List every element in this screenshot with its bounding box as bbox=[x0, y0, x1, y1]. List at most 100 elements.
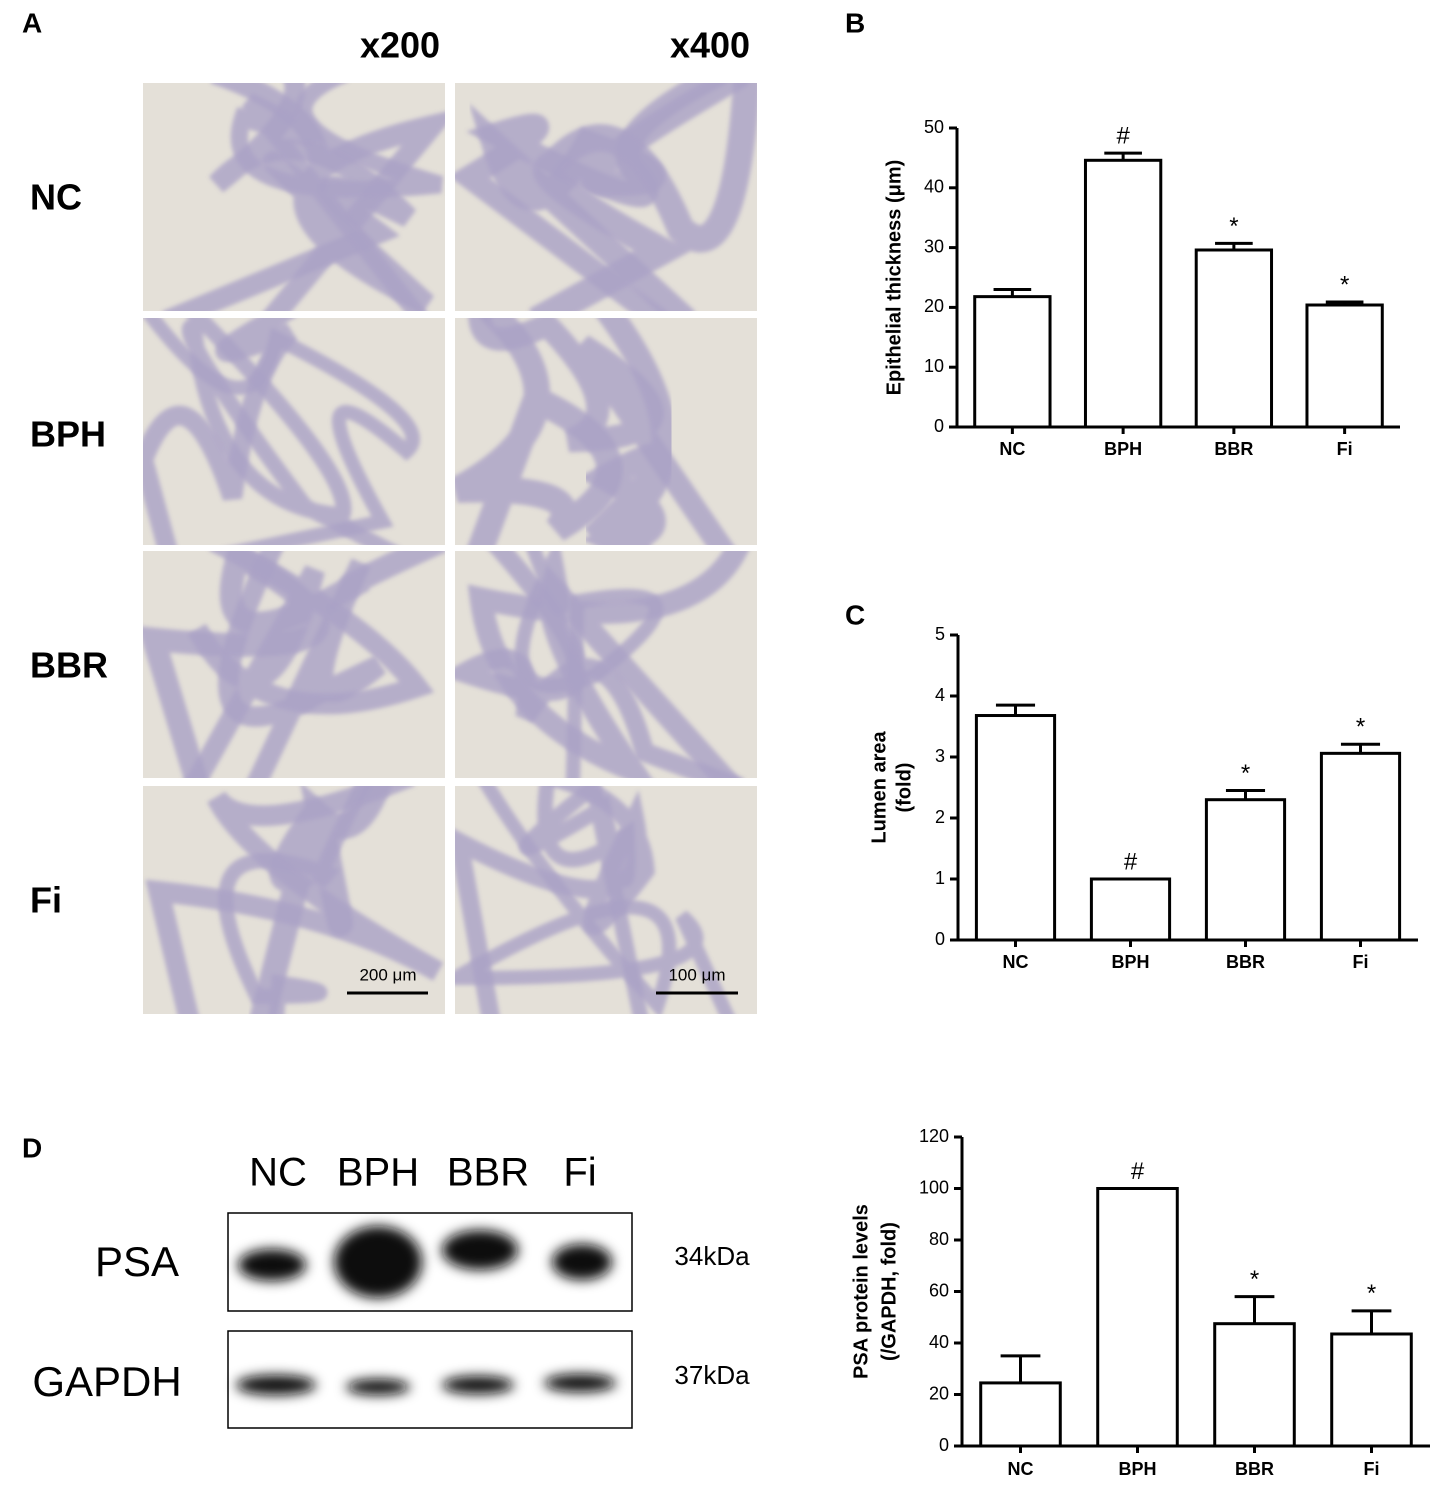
size-label: 37kDa bbox=[674, 1360, 750, 1390]
x-tick-label: BBR bbox=[1235, 1459, 1274, 1479]
y-tick-label: 4 bbox=[935, 685, 945, 705]
lane-label: BBR bbox=[447, 1151, 529, 1195]
panel-label: B bbox=[845, 7, 865, 38]
x-tick-label: BPH bbox=[1118, 1459, 1156, 1479]
magnification: x400 bbox=[670, 25, 750, 66]
annotation: * bbox=[1229, 213, 1238, 240]
x-tick-label: BPH bbox=[1104, 439, 1142, 459]
bar-chart: 0 1 2 3 4 5 NC BPH BBR Fi Lumen area (fold) # * * bbox=[868, 624, 1418, 972]
epithelium bbox=[467, 551, 749, 778]
y-tick-label: 0 bbox=[939, 1435, 949, 1455]
y-tick-label: 2 bbox=[935, 807, 945, 827]
y-tick-label: 40 bbox=[924, 177, 944, 197]
y-tick-label: 60 bbox=[929, 1280, 949, 1300]
epithelium bbox=[578, 318, 677, 545]
y-axis-label: (fold) bbox=[893, 763, 915, 813]
micrograph bbox=[455, 786, 757, 1014]
bar-chart: 0 10 20 30 40 50 NC BPH BBR Fi Epithelial thicknes… bbox=[883, 117, 1400, 459]
tissue bbox=[455, 318, 734, 545]
annotation: * bbox=[1367, 1280, 1376, 1307]
bar bbox=[1213, 1322, 1296, 1448]
y-tick-label: 80 bbox=[929, 1229, 949, 1249]
x-tick-label: NC bbox=[999, 439, 1025, 459]
tissue bbox=[145, 786, 444, 1014]
annotation: # bbox=[1116, 122, 1130, 149]
epithelium bbox=[218, 786, 371, 1014]
bar bbox=[979, 1381, 1062, 1448]
group-label: BBR bbox=[30, 645, 108, 686]
micrograph bbox=[143, 83, 445, 311]
panel-label: C bbox=[845, 599, 865, 630]
annotation: * bbox=[1250, 1266, 1259, 1293]
tissue bbox=[162, 83, 445, 311]
lane-label: Fi bbox=[563, 1151, 596, 1195]
y-tick-label: 20 bbox=[924, 296, 944, 316]
protein-label: GAPDH bbox=[32, 1358, 181, 1405]
annotation: * bbox=[1356, 714, 1365, 741]
group-label: BPH bbox=[30, 414, 106, 455]
epithelium bbox=[143, 318, 298, 545]
lane-label: BPH bbox=[337, 1151, 419, 1195]
y-axis-label: Epithelial thickness (μm) bbox=[883, 160, 905, 396]
y-tick-label: 40 bbox=[929, 1332, 949, 1352]
tissue bbox=[143, 318, 420, 545]
y-tick-label: 100 bbox=[919, 1177, 949, 1197]
tissue bbox=[455, 786, 735, 1014]
size-label: 34kDa bbox=[674, 1241, 750, 1271]
y-axis-label: (/GAPDH, fold) bbox=[878, 1222, 900, 1361]
bar bbox=[1096, 1187, 1179, 1448]
annotation: # bbox=[1131, 1158, 1145, 1185]
annotation: * bbox=[1241, 760, 1250, 787]
y-tick-label: 120 bbox=[919, 1126, 949, 1146]
bar bbox=[1305, 303, 1384, 429]
bar bbox=[973, 295, 1052, 429]
histology-images bbox=[143, 83, 757, 1014]
micrograph bbox=[455, 83, 757, 311]
x-tick-label: Fi bbox=[1364, 1459, 1380, 1479]
panel-label: D bbox=[22, 1132, 42, 1163]
bar bbox=[1083, 158, 1163, 429]
panel-label: A bbox=[22, 7, 42, 38]
y-tick-label: 20 bbox=[929, 1383, 949, 1403]
y-tick-label: 1 bbox=[935, 868, 945, 888]
epithelium bbox=[185, 551, 435, 778]
micrograph bbox=[455, 551, 757, 778]
epithelium bbox=[455, 786, 655, 1014]
lane-label: NC bbox=[249, 1151, 307, 1195]
bar-chart: 0 20 40 60 80 100 120 NC BPH BBR Fi PSA protein lev… bbox=[850, 1126, 1430, 1479]
micrograph bbox=[143, 318, 445, 545]
bar bbox=[1204, 798, 1287, 942]
x-tick-label: Fi bbox=[1353, 952, 1369, 972]
x-tick-label: NC bbox=[1003, 952, 1029, 972]
tissue bbox=[455, 83, 757, 311]
scale-bar-label: 200 μm bbox=[359, 965, 416, 984]
tissue bbox=[455, 551, 749, 778]
epithelium bbox=[455, 318, 623, 545]
annotation: * bbox=[1340, 271, 1349, 298]
y-axis-label: PSA protein levels bbox=[850, 1204, 872, 1379]
group-label: Fi bbox=[30, 880, 62, 921]
y-tick-label: 50 bbox=[924, 117, 944, 137]
bar bbox=[974, 714, 1057, 942]
bar bbox=[1319, 751, 1402, 942]
tissue bbox=[143, 551, 445, 778]
bar bbox=[1330, 1332, 1413, 1448]
y-axis-label: Lumen area bbox=[868, 730, 890, 843]
x-tick-label: BPH bbox=[1111, 952, 1149, 972]
epithelium bbox=[143, 318, 420, 545]
y-tick-label: 3 bbox=[935, 746, 945, 766]
x-tick-label: NC bbox=[1008, 1459, 1034, 1479]
y-tick-label: 0 bbox=[934, 416, 944, 436]
scale-bar-label: 100 μm bbox=[668, 965, 725, 984]
bar bbox=[1194, 248, 1274, 429]
y-tick-label: 0 bbox=[935, 929, 945, 949]
epithelium bbox=[528, 83, 757, 311]
y-tick-label: 30 bbox=[924, 236, 944, 256]
x-tick-label: Fi bbox=[1337, 439, 1353, 459]
y-tick-label: 10 bbox=[924, 356, 944, 376]
x-tick-label: BBR bbox=[1214, 439, 1253, 459]
micrograph bbox=[455, 318, 757, 545]
micrograph bbox=[143, 551, 445, 778]
